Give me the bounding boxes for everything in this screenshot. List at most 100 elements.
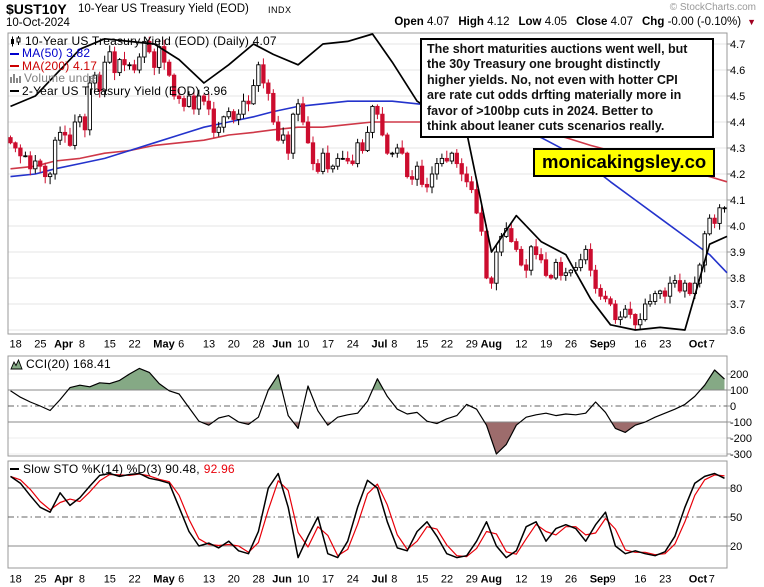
svg-text:4.2: 4.2 — [730, 169, 745, 181]
svg-text:3.9: 3.9 — [730, 247, 745, 259]
svg-text:4.3: 4.3 — [730, 143, 745, 155]
svg-text:23: 23 — [659, 574, 671, 586]
svg-text:13: 13 — [203, 339, 215, 351]
svg-text:9: 9 — [610, 339, 616, 351]
svg-text:18: 18 — [10, 574, 22, 586]
svg-text:20: 20 — [228, 574, 240, 586]
svg-text:17: 17 — [322, 339, 334, 351]
svg-text:-100: -100 — [730, 417, 752, 429]
sto-line-icon — [10, 468, 19, 470]
change-down-icon: ▼ — [747, 17, 756, 27]
cci-legend: CCI(20) 168.41 — [10, 357, 111, 371]
svg-text:8: 8 — [79, 574, 85, 586]
change-value: Chg -0.00 (-0.10%) — [642, 16, 742, 28]
svg-text:4.6: 4.6 — [730, 65, 745, 77]
sto-legend: Slow STO %K(14) %D(3) 90.48, 92.96 — [10, 462, 235, 476]
svg-text:Jun: Jun — [272, 574, 292, 586]
main-legend: 10-Year US Treasury Yield (EOD) (Daily) … — [10, 35, 277, 97]
ma50-legend: MA(50) 3.82 — [10, 47, 277, 60]
svg-text:13: 13 — [203, 574, 215, 586]
svg-text:15: 15 — [104, 574, 116, 586]
svg-text:17: 17 — [322, 574, 334, 586]
svg-text:16: 16 — [634, 339, 646, 351]
svg-text:15: 15 — [104, 339, 116, 351]
chart-date: 10-Oct-2024 — [6, 17, 70, 29]
svg-text:25: 25 — [34, 574, 46, 586]
svg-text:Aug: Aug — [481, 574, 502, 586]
svg-text:22: 22 — [129, 574, 141, 586]
cci-area-icon — [10, 358, 23, 369]
svg-text:4.5: 4.5 — [730, 91, 745, 103]
svg-text:Oct: Oct — [689, 339, 708, 351]
svg-text:12: 12 — [515, 339, 527, 351]
svg-text:19: 19 — [540, 574, 552, 586]
chart-title: 10-Year US Treasury Yield (EOD) — [78, 3, 249, 15]
svg-text:100: 100 — [730, 385, 748, 397]
main-series-legend: 10-Year US Treasury Yield (EOD) (Daily) … — [10, 35, 277, 47]
svg-text:23: 23 — [659, 339, 671, 351]
svg-text:80: 80 — [730, 483, 742, 495]
svg-text:May: May — [153, 339, 175, 351]
svg-text:Sep: Sep — [590, 339, 610, 351]
svg-text:10: 10 — [297, 339, 309, 351]
svg-text:3.6: 3.6 — [730, 325, 745, 337]
svg-text:6: 6 — [178, 339, 184, 351]
low-value: Low 4.05 — [518, 16, 568, 28]
svg-text:24: 24 — [347, 574, 359, 586]
svg-text:0: 0 — [730, 401, 736, 413]
svg-text:3.7: 3.7 — [730, 299, 745, 311]
svg-text:15: 15 — [416, 574, 428, 586]
svg-text:20: 20 — [228, 339, 240, 351]
svg-text:18: 18 — [10, 339, 22, 351]
close-value: Close 4.07 — [576, 16, 633, 28]
two-year-legend: 2-Year US Treasury Yield (EOD) 3.96 — [10, 84, 277, 97]
ma50-line-icon — [10, 52, 19, 55]
svg-text:28: 28 — [253, 574, 265, 586]
candlestick-icon — [11, 35, 21, 47]
svg-text:6: 6 — [178, 574, 184, 586]
svg-text:Jun: Jun — [272, 339, 292, 351]
svg-text:25: 25 — [34, 339, 46, 351]
svg-text:22: 22 — [129, 339, 141, 351]
svg-text:22: 22 — [441, 574, 453, 586]
svg-text:29: 29 — [466, 339, 478, 351]
svg-text:Jul: Jul — [372, 574, 388, 586]
ma200-legend: MA(200) 4.17 — [10, 59, 277, 72]
copyright: © StockCharts.com — [669, 2, 756, 13]
svg-text:May: May — [153, 574, 175, 586]
ma200-line-icon — [10, 65, 19, 68]
svg-text:16: 16 — [634, 574, 646, 586]
svg-text:4.7: 4.7 — [730, 39, 745, 51]
quote-summary: Open 4.07 High 4.12 Low 4.05 Close 4.07 … — [394, 16, 756, 28]
svg-text:26: 26 — [565, 339, 577, 351]
svg-text:Apr: Apr — [54, 574, 74, 586]
svg-text:-200: -200 — [730, 433, 752, 445]
svg-text:8: 8 — [391, 574, 397, 586]
svg-text:4.4: 4.4 — [730, 117, 745, 129]
svg-text:10: 10 — [297, 574, 309, 586]
svg-text:7: 7 — [709, 574, 715, 586]
svg-text:4.1: 4.1 — [730, 195, 745, 207]
exchange-label: INDX — [268, 5, 292, 15]
svg-text:28: 28 — [253, 339, 265, 351]
svg-text:26: 26 — [565, 574, 577, 586]
svg-text:7: 7 — [709, 339, 715, 351]
svg-text:50: 50 — [730, 512, 742, 524]
symbol: $UST10Y — [6, 1, 67, 17]
svg-text:29: 29 — [466, 574, 478, 586]
svg-text:Aug: Aug — [481, 339, 502, 351]
high-value: High 4.12 — [458, 16, 510, 28]
svg-text:Sep: Sep — [590, 574, 610, 586]
site-badge: monicakingsley.co — [533, 148, 716, 177]
svg-text:8: 8 — [79, 339, 85, 351]
svg-text:15: 15 — [416, 339, 428, 351]
overlay-line-icon — [10, 89, 19, 92]
svg-text:Oct: Oct — [689, 574, 708, 586]
svg-text:Apr: Apr — [54, 339, 74, 351]
svg-text:-300: -300 — [730, 449, 752, 461]
svg-text:8: 8 — [391, 339, 397, 351]
svg-text:12: 12 — [515, 574, 527, 586]
svg-text:4.0: 4.0 — [730, 221, 745, 233]
